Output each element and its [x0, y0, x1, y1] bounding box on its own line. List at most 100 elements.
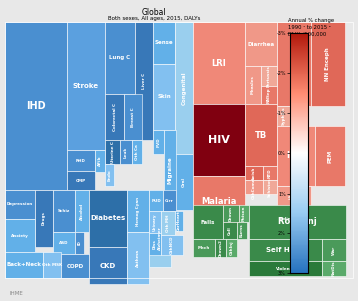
Text: Anxiety: Anxiety: [11, 234, 29, 237]
Text: STD: STD: [288, 197, 300, 201]
Bar: [249, 205, 346, 239]
Text: 1990 ¹ to 2015 ²: 1990 ¹ to 2015 ²: [288, 25, 331, 30]
Bar: [5, 252, 43, 278]
Text: Leish: Leish: [252, 167, 256, 179]
Bar: [75, 190, 89, 232]
Text: Lung C: Lung C: [110, 55, 131, 61]
Text: Diarrhea: Diarrhea: [247, 42, 275, 46]
Bar: [124, 94, 142, 140]
Bar: [149, 211, 161, 233]
Text: IHME: IHME: [10, 291, 24, 296]
Bar: [95, 150, 105, 172]
Bar: [263, 166, 277, 180]
Text: PEM: PEM: [328, 149, 333, 163]
Bar: [277, 212, 296, 226]
Text: OthNCD: OthNCD: [170, 236, 174, 254]
Text: Road Inj: Road Inj: [278, 218, 317, 226]
Bar: [223, 222, 237, 239]
Bar: [193, 176, 245, 226]
Text: Alcohol: Alcohol: [80, 202, 84, 220]
Text: Oth MSK: Oth MSK: [42, 263, 62, 267]
Bar: [193, 239, 215, 257]
Text: NN Enceph: NN Enceph: [325, 47, 330, 81]
Text: OthNNatal: OthNNatal: [298, 104, 302, 128]
Text: Endo: Endo: [107, 169, 111, 181]
Text: Urinary: Urinary: [153, 213, 157, 231]
Bar: [163, 190, 176, 211]
Text: Pertussis: Pertussis: [267, 65, 271, 87]
Text: LRI: LRI: [212, 58, 226, 67]
Bar: [175, 22, 193, 154]
Bar: [43, 252, 61, 278]
Text: Poison: Poison: [242, 206, 246, 221]
Bar: [161, 211, 175, 235]
Bar: [263, 180, 277, 194]
Bar: [249, 239, 322, 261]
Text: Oral: Oral: [182, 177, 186, 187]
Bar: [67, 150, 95, 171]
Bar: [175, 154, 193, 210]
Bar: [245, 22, 277, 66]
Text: PVD: PVD: [156, 137, 160, 147]
Text: Diss: Diss: [153, 239, 157, 249]
Bar: [127, 232, 149, 284]
Text: NN Preterm: NN Preterm: [291, 46, 296, 82]
Bar: [245, 180, 263, 194]
Bar: [75, 232, 84, 254]
Text: ID: ID: [77, 240, 82, 245]
Bar: [315, 126, 345, 186]
Text: Malaria: Malaria: [201, 197, 237, 206]
Text: Hemog Cyan: Hemog Cyan: [136, 197, 140, 225]
Text: Schiz: Schiz: [58, 209, 70, 213]
Bar: [193, 205, 223, 239]
Text: Annual % change: Annual % change: [288, 18, 334, 23]
Bar: [237, 222, 247, 239]
Bar: [61, 254, 89, 278]
Text: DALYs/100,000: DALYs/100,000: [288, 32, 327, 37]
Bar: [261, 66, 277, 86]
Bar: [5, 22, 67, 190]
Bar: [164, 130, 176, 210]
Text: IHD: IHD: [26, 101, 46, 111]
Bar: [261, 86, 277, 104]
Bar: [132, 140, 142, 164]
Text: Measles: Measles: [251, 76, 255, 95]
Bar: [105, 140, 120, 164]
Text: Self Harm: Self Harm: [266, 247, 305, 253]
Bar: [105, 164, 114, 186]
Bar: [296, 212, 310, 226]
Text: CKD: CKD: [100, 262, 116, 268]
Bar: [135, 22, 153, 140]
Text: Leuk: Leuk: [124, 147, 128, 157]
Text: Colorectal C: Colorectal C: [112, 103, 116, 131]
Bar: [153, 22, 175, 64]
Bar: [120, 140, 132, 164]
Text: ASD: ASD: [59, 241, 69, 245]
Text: Breast C: Breast C: [131, 107, 135, 127]
Bar: [249, 261, 322, 276]
Text: OthInfect: OthInfect: [301, 208, 305, 230]
Bar: [149, 190, 163, 211]
Text: Liver C: Liver C: [142, 73, 146, 89]
Text: Uterine C: Uterine C: [111, 141, 115, 163]
Bar: [245, 166, 263, 180]
Bar: [245, 104, 277, 166]
Text: Alzheimer: Alzheimer: [158, 227, 162, 250]
Bar: [277, 126, 315, 186]
Text: Drugs: Drugs: [42, 212, 46, 225]
Text: Iron: Iron: [286, 151, 305, 160]
Text: AFib: AFib: [98, 156, 102, 166]
Text: Stroke: Stroke: [73, 83, 99, 89]
Text: PUD: PUD: [151, 198, 161, 203]
Text: Drown2: Drown2: [218, 239, 223, 257]
Bar: [5, 219, 35, 252]
Bar: [291, 106, 309, 126]
Text: CarHeart: CarHeart: [177, 211, 181, 231]
Text: TB: TB: [255, 131, 267, 139]
Bar: [105, 94, 124, 140]
Bar: [67, 171, 95, 190]
Text: OthComm: OthComm: [252, 175, 256, 199]
Bar: [193, 104, 245, 176]
Bar: [5, 22, 353, 278]
Bar: [67, 22, 105, 150]
